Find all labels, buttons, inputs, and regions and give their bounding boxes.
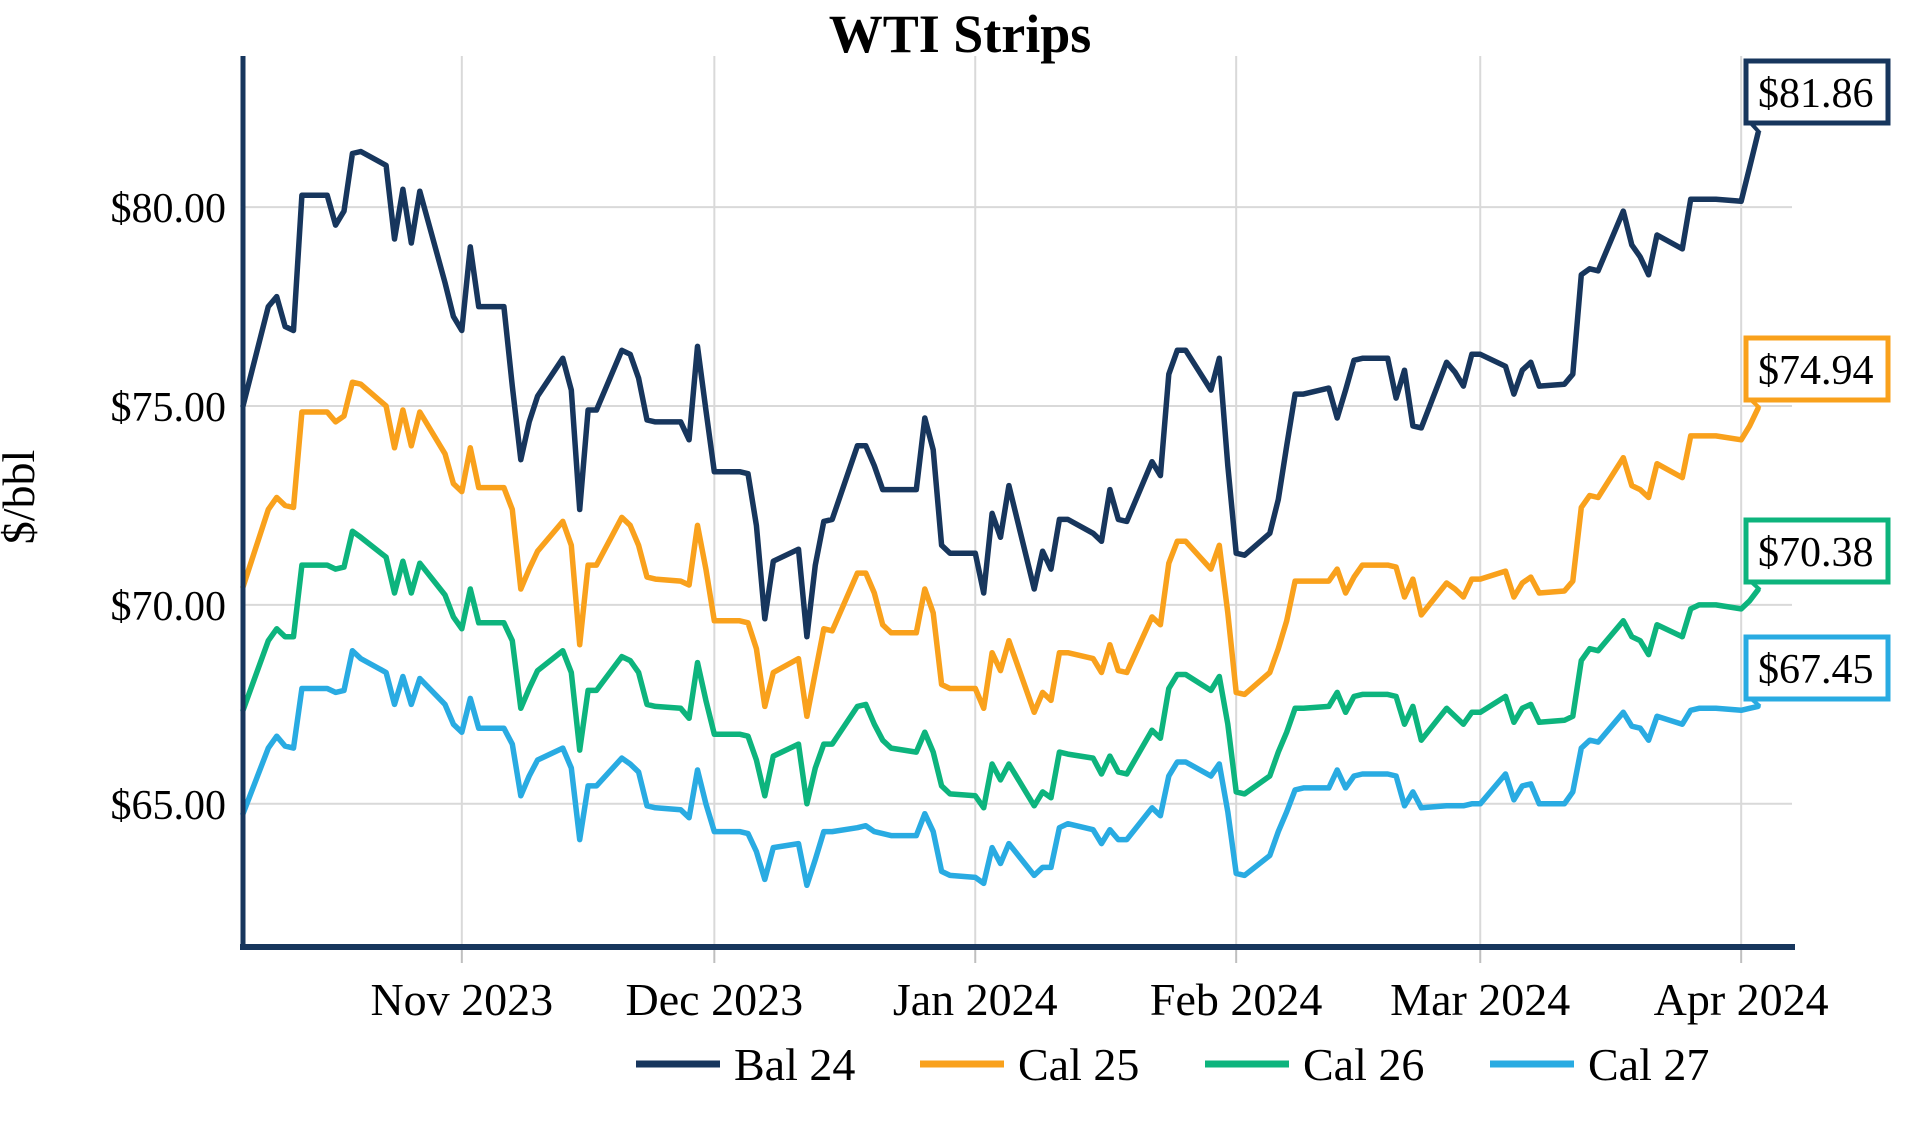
series-end-labels: $81.86 $74.94 $70.38 $67.45 (1743, 58, 1891, 708)
y-axis-label: $/bbl (0, 450, 44, 545)
y-tick-label: $75.00 (111, 385, 227, 431)
x-tick-label: Mar 2024 (1390, 974, 1570, 1025)
x-tick-label: Jan 2024 (893, 974, 1058, 1025)
x-tick-label: Apr 2024 (1654, 974, 1829, 1025)
end-label-value: $74.94 (1758, 348, 1874, 394)
end-label-box-cal-26 (1743, 517, 1891, 585)
x-tick-label: Feb 2024 (1150, 974, 1323, 1025)
end-label-value: $67.45 (1758, 647, 1874, 693)
legend: Bal 24 Cal 25 Cal 26 Cal 27 (636, 1039, 1709, 1090)
y-tick-label: $65.00 (111, 783, 227, 829)
end-label-box-bal-24 (1743, 58, 1891, 126)
axis-spines (240, 56, 1795, 950)
tick-labels: $65.00 $70.00 $75.00 $80.00 Nov 2023 Dec 2023… (111, 186, 1829, 1025)
end-label-box-cal-25 (1743, 335, 1891, 403)
legend-label-cal-27: Cal 27 (1588, 1039, 1709, 1090)
legend-label-cal-25: Cal 25 (1018, 1039, 1139, 1090)
gridlines (243, 56, 1792, 947)
end-label-box-cal-27 (1743, 634, 1891, 702)
series-line-cal-26 (240, 528, 1761, 811)
y-tick-label: $70.00 (111, 584, 227, 630)
end-label-value: $81.86 (1758, 71, 1874, 117)
x-tick-label: Nov 2023 (370, 974, 553, 1025)
chart-title: WTI Strips (829, 4, 1092, 64)
legend-label-cal-26: Cal 26 (1303, 1039, 1424, 1090)
y-tick-label: $80.00 (111, 186, 227, 232)
axis-ticks (460, 950, 1743, 963)
series-line-cal-25 (240, 379, 1761, 720)
end-label-value: $70.38 (1758, 530, 1874, 576)
x-tick-label: Dec 2023 (626, 974, 804, 1025)
series-lines (240, 130, 1761, 889)
series-line-cal-27 (240, 647, 1761, 889)
legend-label-bal-24: Bal 24 (734, 1039, 855, 1090)
series-line-bal-24 (240, 130, 1761, 640)
